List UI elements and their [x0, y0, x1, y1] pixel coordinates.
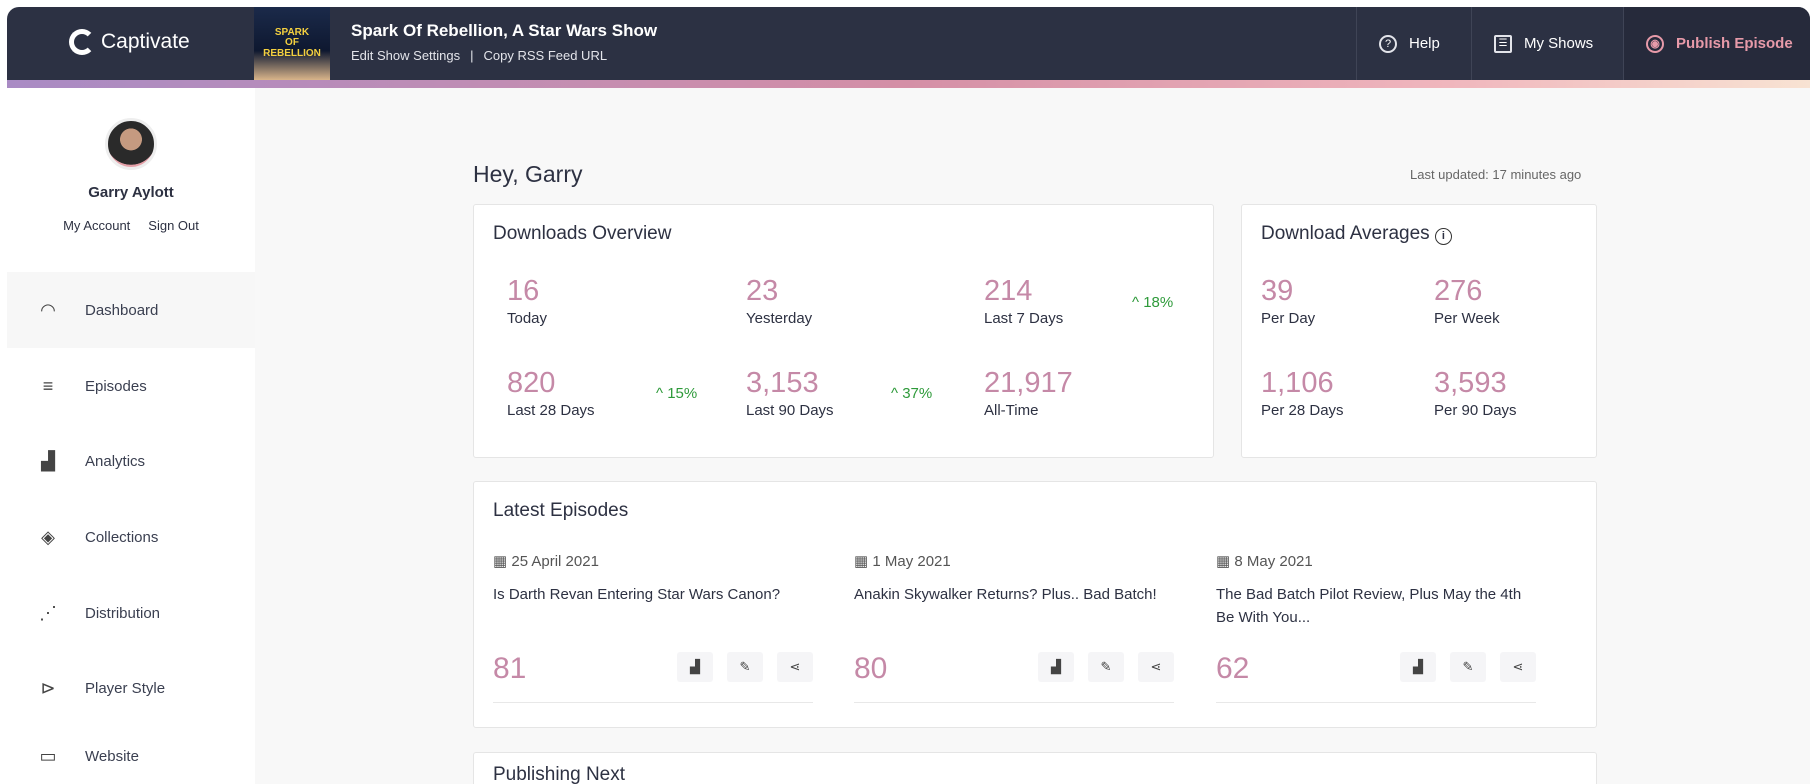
episode-date: 25 April 2021 — [511, 553, 599, 570]
last-updated: Last updated: 17 minutes ago — [1410, 167, 1582, 182]
edit-show-settings-link[interactable]: Edit Show Settings — [351, 48, 461, 63]
sidebar-item-analytics[interactable]: ▟ Analytics — [7, 423, 255, 499]
publish-episode-button[interactable]: ◉ Publish Episode — [1623, 7, 1810, 80]
calendar-icon: ▦ — [493, 553, 508, 570]
download-averages-card: Download Averages i 39 Per Day 276 Per Wee… — [1241, 204, 1597, 458]
list-icon: ☰ — [1494, 34, 1512, 53]
episode-item[interactable]: ▦ 1 May 2021 Anakin Skywalker Returns? P… — [854, 552, 1174, 703]
play-circle-icon: ⊳ — [40, 677, 56, 698]
latest-episodes-card: Latest Episodes ▦ 25 April 2021 Is Darth… — [473, 481, 1597, 728]
show-cover-image: SPARK OF REBELLION — [254, 7, 330, 80]
sidebar-item-label: Collections — [85, 528, 159, 546]
calendar-icon: ▦ — [1216, 553, 1231, 570]
sidebar-item-collections[interactable]: ◈ Collections — [7, 499, 255, 575]
layers-icon: ◈ — [41, 526, 55, 547]
sidebar-item-label: Distribution — [85, 604, 161, 622]
episode-title[interactable]: The Bad Batch Pilot Review, Plus May the… — [1216, 586, 1522, 626]
copy-rss-link[interactable]: Copy RSS Feed URL — [483, 48, 608, 63]
edit-button[interactable]: ✎ — [1088, 652, 1124, 682]
card-title: Latest Episodes — [493, 500, 629, 521]
header-gradient-bar — [7, 80, 1810, 88]
stat-last-28-days: 820 Last 28 Days — [507, 367, 595, 419]
dashboard-gauge-icon: ◠ — [40, 299, 56, 320]
browser-window-icon: ▭ — [39, 745, 57, 766]
card-title: Publishing Next — [493, 764, 626, 784]
episode-date: 1 May 2021 — [872, 553, 951, 570]
episode-item[interactable]: ▦ 8 May 2021 The Bad Batch Pilot Review,… — [1216, 552, 1536, 703]
stat-last-90-days: 3,153 Last 90 Days — [746, 367, 834, 419]
podcast-icon: ◉ — [1646, 34, 1664, 53]
sidebar-item-label: Website — [85, 747, 139, 765]
calendar-icon: ▦ — [854, 553, 869, 570]
show-title: Spark Of Rebellion, A Star Wars Show — [351, 21, 658, 40]
publish-label: Publish Episode — [1676, 35, 1793, 52]
analytics-chart-icon: ▟ — [41, 450, 55, 471]
sidebar-item-episodes[interactable]: ≡ Episodes — [7, 348, 255, 424]
app-frame: Captivate SPARK OF REBELLION Spark Of Rebe… — [7, 7, 1810, 784]
stat-per-90-days: 3,593 Per 90 Days — [1434, 367, 1517, 419]
analytics-button[interactable]: ▟ — [1038, 652, 1074, 682]
my-shows-button[interactable]: ☰ My Shows — [1471, 7, 1623, 80]
analytics-button[interactable]: ▟ — [1400, 652, 1436, 682]
share-button[interactable]: ⋖ — [1500, 652, 1536, 682]
sidebar-item-player-style[interactable]: ⊳ Player Style — [7, 650, 255, 726]
publishing-next-card: Publishing Next — [473, 752, 1597, 784]
help-icon: ? — [1379, 34, 1397, 53]
episode-date: 8 May 2021 — [1234, 553, 1313, 570]
card-title: Download Averages i — [1261, 223, 1452, 245]
main-content: Hey, Garry Last updated: 17 minutes ago … — [255, 88, 1810, 784]
stat-today: 16 Today — [507, 275, 548, 327]
episode-title[interactable]: Anakin Skywalker Returns? Plus.. Bad Bat… — [854, 586, 1157, 603]
link-separator: | — [470, 48, 474, 63]
network-nodes-icon: ⋰ — [39, 602, 57, 623]
analytics-button[interactable]: ▟ — [677, 652, 713, 682]
divider — [493, 702, 813, 703]
episode-title[interactable]: Is Darth Revan Entering Star Wars Canon? — [493, 586, 781, 603]
episode-downloads: 80 — [854, 652, 888, 685]
divider — [1216, 702, 1536, 703]
share-button[interactable]: ⋖ — [777, 652, 813, 682]
sidebar-item-website[interactable]: ▭ Website — [7, 730, 255, 782]
sign-out-link[interactable]: Sign Out — [148, 218, 199, 233]
user-name: Garry Aylott — [88, 184, 174, 201]
avatar[interactable] — [105, 118, 157, 170]
info-icon[interactable]: i — [1434, 228, 1452, 245]
episode-downloads: 81 — [493, 652, 527, 685]
episode-item[interactable]: ▦ 25 April 2021 Is Darth Revan Entering … — [493, 552, 813, 703]
stat-yesterday: 23 Yesterday — [746, 275, 813, 327]
card-title: Downloads Overview — [493, 223, 672, 244]
stat-per-28-days: 1,106 Per 28 Days — [1261, 367, 1344, 419]
my-account-link[interactable]: My Account — [63, 218, 131, 233]
sidebar-item-label: Analytics — [85, 452, 146, 470]
change-90-days: ^ 37% — [891, 385, 933, 402]
episode-downloads: 62 — [1216, 652, 1250, 685]
sidebar-item-distribution[interactable]: ⋰ Distribution — [7, 575, 255, 651]
sidebar-item-label: Episodes — [85, 377, 147, 395]
captivate-logo[interactable]: Captivate — [69, 29, 190, 55]
stat-all-time: 21,917 All-Time — [984, 367, 1073, 419]
greeting: Hey, Garry — [473, 161, 583, 187]
stat-per-week: 276 Per Week — [1434, 275, 1500, 327]
edit-button[interactable]: ✎ — [727, 652, 763, 682]
top-header: Captivate SPARK OF REBELLION Spark Of Rebe… — [7, 7, 1810, 80]
captivate-logo-icon — [69, 29, 95, 55]
stat-per-day: 39 Per Day — [1261, 275, 1316, 327]
list-lines-icon: ≡ — [42, 375, 54, 396]
sidebar-item-label: Player Style — [85, 679, 166, 697]
help-button[interactable]: ? Help — [1356, 7, 1471, 80]
edit-button[interactable]: ✎ — [1450, 652, 1486, 682]
change-7-days: ^ 18% — [1132, 294, 1174, 311]
share-button[interactable]: ⋖ — [1138, 652, 1174, 682]
change-28-days: ^ 15% — [656, 385, 698, 402]
brand-name: Captivate — [101, 30, 190, 53]
sidebar: Garry Aylott My Account Sign Out ◠ Dashboa… — [7, 88, 255, 784]
divider — [854, 702, 1174, 703]
stat-last-7-days: 214 Last 7 Days — [984, 275, 1064, 327]
downloads-overview-card: Downloads Overview 16 Today 23 Yesterday 2… — [473, 204, 1214, 458]
sidebar-item-label: Dashboard — [85, 301, 159, 319]
help-label: Help — [1409, 35, 1440, 52]
sidebar-item-dashboard[interactable]: ◠ Dashboard — [7, 272, 255, 348]
my-shows-label: My Shows — [1524, 35, 1594, 52]
